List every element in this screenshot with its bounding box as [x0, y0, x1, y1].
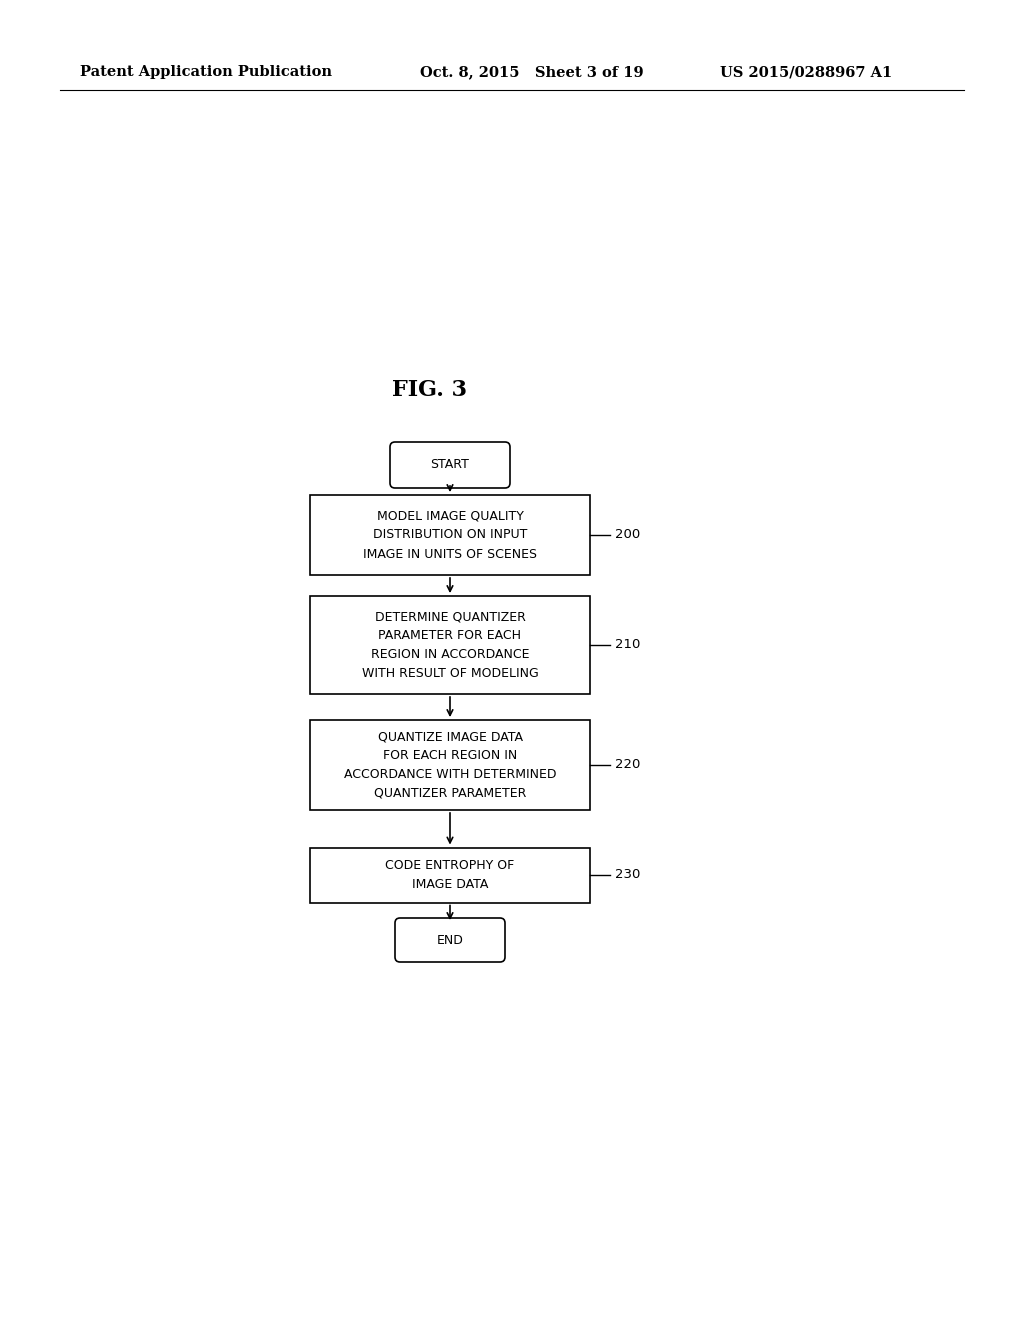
Bar [310, 597, 590, 694]
FancyBboxPatch shape [390, 442, 510, 488]
Bar [310, 719, 590, 810]
Bar [310, 847, 590, 903]
Text: Patent Application Publication: Patent Application Publication [80, 65, 332, 79]
Text: Oct. 8, 2015   Sheet 3 of 19: Oct. 8, 2015 Sheet 3 of 19 [420, 65, 644, 79]
Text: END: END [436, 933, 464, 946]
Text: FIG. 3: FIG. 3 [392, 379, 468, 401]
Text: 220: 220 [615, 759, 640, 771]
Text: DETERMINE QUANTIZER
PARAMETER FOR EACH
REGION IN ACCORDANCE
WITH RESULT OF MODEL: DETERMINE QUANTIZER PARAMETER FOR EACH R… [361, 610, 539, 680]
Text: QUANTIZE IMAGE DATA
FOR EACH REGION IN
ACCORDANCE WITH DETERMINED
QUANTIZER PARA: QUANTIZE IMAGE DATA FOR EACH REGION IN A… [344, 730, 556, 800]
Text: CODE ENTROPHY OF
IMAGE DATA: CODE ENTROPHY OF IMAGE DATA [385, 859, 515, 891]
Text: 230: 230 [615, 869, 640, 882]
Text: START: START [430, 458, 469, 471]
Bar [310, 495, 590, 576]
Text: 200: 200 [615, 528, 640, 541]
Text: 210: 210 [615, 639, 640, 652]
Text: US 2015/0288967 A1: US 2015/0288967 A1 [720, 65, 892, 79]
Text: MODEL IMAGE QUALITY
DISTRIBUTION ON INPUT
IMAGE IN UNITS OF SCENES: MODEL IMAGE QUALITY DISTRIBUTION ON INPU… [362, 510, 537, 561]
FancyBboxPatch shape [395, 917, 505, 962]
